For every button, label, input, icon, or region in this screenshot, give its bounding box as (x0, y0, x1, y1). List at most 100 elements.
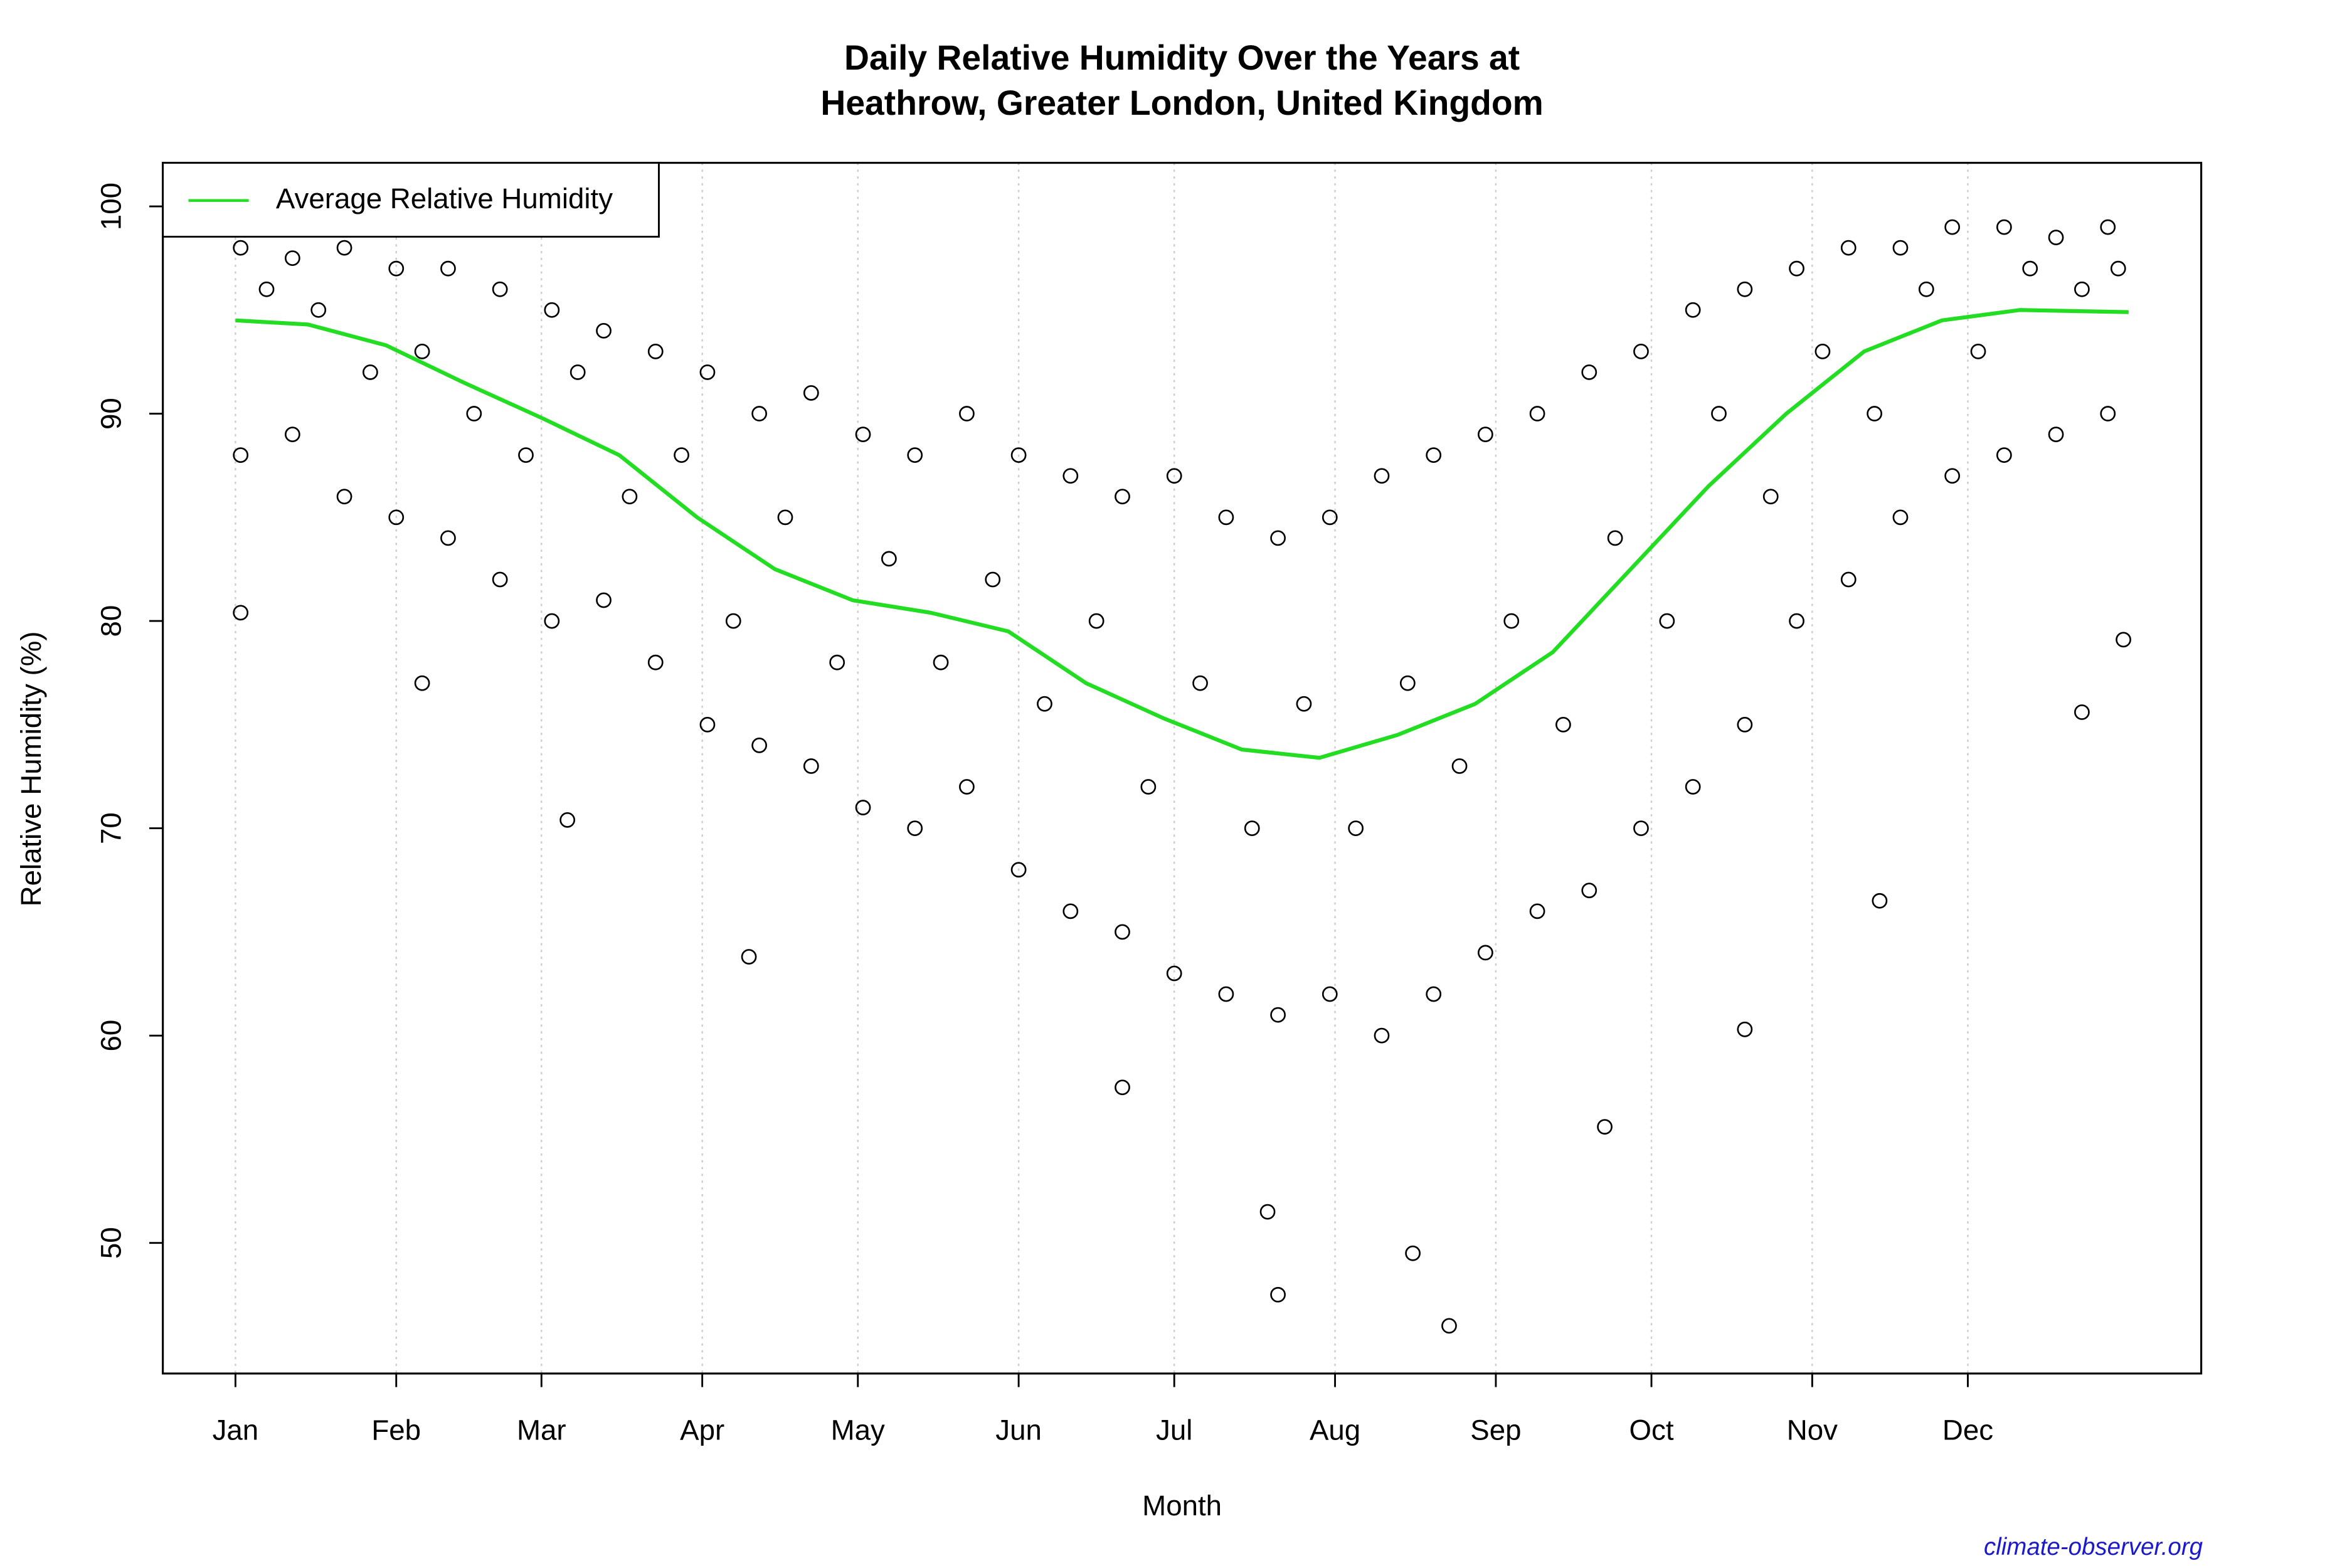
data-point (596, 592, 612, 608)
data-point (2048, 230, 2064, 245)
data-point (741, 949, 757, 965)
data-point (544, 613, 560, 629)
data-point (803, 385, 819, 401)
x-tick-label: Dec (1942, 1414, 1993, 1446)
y-tick-label: 70 (95, 812, 127, 844)
data-point (1633, 344, 1649, 359)
data-point (284, 250, 300, 267)
data-point (647, 654, 664, 670)
data-point (1478, 945, 1493, 961)
data-point (1944, 219, 1961, 235)
data-point (1010, 862, 1027, 878)
data-point (2100, 406, 2116, 421)
data-point (284, 426, 300, 442)
data-point (258, 281, 275, 297)
data-point (1711, 406, 1727, 421)
plot-area (233, 219, 2131, 1334)
data-point (751, 738, 768, 753)
data-point (699, 364, 716, 380)
data-point (1115, 1079, 1130, 1096)
data-point (1659, 613, 1675, 629)
data-point (1944, 468, 1961, 484)
data-point (1762, 489, 1779, 505)
data-point (414, 675, 430, 691)
chart-title: Heathrow, Greater London, United Kingdom (820, 83, 1543, 122)
grid (235, 162, 1969, 1374)
chart-title: Daily Relative Humidity Over the Years a… (844, 38, 1520, 77)
y-tick-label: 60 (95, 1020, 127, 1052)
data-point (2074, 281, 2090, 297)
x-tick-label: Feb (371, 1414, 421, 1446)
data-point (2048, 426, 2064, 442)
data-point (1789, 613, 1804, 629)
data-point (1892, 240, 1909, 256)
data-point (1581, 364, 1597, 380)
data-point (569, 364, 586, 380)
data-point (2022, 260, 2038, 277)
data-point (777, 509, 793, 526)
data-point (2116, 632, 2131, 648)
data-point (1374, 1027, 1390, 1044)
y-tick-label: 90 (95, 398, 127, 430)
data-point (1597, 1119, 1613, 1135)
data-point (1166, 468, 1182, 484)
data-point (1166, 965, 1182, 982)
data-point (1478, 426, 1493, 442)
data-point (647, 344, 664, 359)
data-point (1529, 406, 1545, 421)
data-point (2100, 219, 2116, 235)
x-tick-label: Oct (1629, 1414, 1674, 1446)
x-axis-label: Month (1142, 1490, 1222, 1522)
x-tick-label: Nov (1787, 1414, 1838, 1446)
x-tick-label: Aug (1310, 1414, 1360, 1446)
data-point (1737, 281, 1753, 297)
data-point (1405, 1245, 1421, 1261)
data-point (440, 260, 456, 277)
data-point (1426, 986, 1442, 1002)
data-point (1996, 219, 2012, 235)
data-point (1867, 406, 1883, 421)
data-point (336, 489, 352, 505)
data-point (1996, 447, 2012, 464)
data-point (1814, 344, 1831, 359)
data-point (233, 240, 249, 256)
data-point (388, 509, 405, 526)
data-point (518, 447, 534, 464)
data-point (1010, 447, 1027, 464)
data-point (1918, 281, 1934, 297)
x-tick-label: Sep (1470, 1414, 1521, 1446)
data-point (1892, 509, 1909, 526)
data-point (1296, 696, 1312, 712)
data-point (1840, 571, 1857, 588)
data-point (1115, 489, 1130, 505)
data-point (1872, 893, 1888, 909)
data-point (1348, 820, 1364, 836)
data-point (1218, 509, 1234, 526)
data-point (310, 302, 327, 318)
data-point (2110, 260, 2126, 277)
data-point (492, 571, 508, 588)
data-point (1088, 613, 1104, 629)
data-point (881, 551, 897, 567)
data-point (622, 489, 638, 505)
x-tick-label: Jun (995, 1414, 1042, 1446)
data-point (959, 779, 975, 795)
x-tick-label: Jan (213, 1414, 259, 1446)
data-point (1244, 820, 1260, 836)
data-point (1115, 924, 1130, 940)
data-point (1426, 447, 1442, 464)
data-point (829, 654, 845, 670)
data-point (1737, 716, 1753, 733)
data-point (388, 260, 405, 277)
data-point (1581, 882, 1597, 899)
data-point (1503, 613, 1520, 629)
data-point (1270, 530, 1286, 546)
data-point (1218, 986, 1234, 1002)
data-point (1685, 302, 1701, 318)
data-point (959, 406, 975, 421)
legend-label: Average Relative Humidity (276, 183, 613, 215)
data-point (2074, 704, 2090, 720)
data-point (233, 605, 249, 621)
data-point (233, 447, 249, 464)
